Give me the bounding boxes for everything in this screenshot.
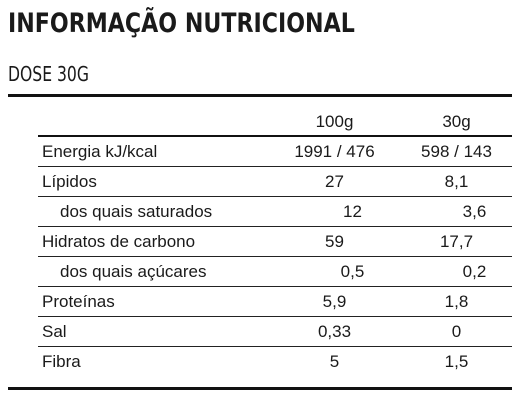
value-30g: 8,1 <box>444 171 469 191</box>
value-30g: 1,8 <box>444 291 469 311</box>
bottom-divider <box>8 387 512 390</box>
value-30g: 1,5 <box>444 352 469 371</box>
table-header-row: 100g 30g <box>38 108 512 137</box>
value-100g: 27 <box>325 171 344 191</box>
row-label: Sal <box>42 321 67 341</box>
row-label: Fibra <box>42 352 81 371</box>
value-30g: 3,6 <box>462 201 487 221</box>
value-100g: 1991 / 476 <box>294 141 375 161</box>
table-row-lipids: Lípidos 27 8,1 <box>38 167 512 197</box>
value-100g: 5 <box>329 352 340 371</box>
value-30g: 0 <box>451 321 462 341</box>
value-100g: 0,5 <box>340 261 365 281</box>
column-header-30g: 30g <box>442 111 471 131</box>
nutrition-table: 100g 30g Energia kJ/kcal 1991 / 476 598 … <box>38 108 512 377</box>
row-label: Proteínas <box>42 291 115 311</box>
row-label: Hidratos de carbono <box>42 231 196 251</box>
table-row-energy: Energia kJ/kcal 1991 / 476 598 / 143 <box>38 137 512 167</box>
row-label: Energia kJ/kcal <box>42 141 158 161</box>
table-row-salt: Sal 0,33 0 <box>38 317 512 347</box>
row-label: dos quais saturados <box>60 201 213 221</box>
table-row-carbohydrates: Hidratos de carbono 59 17,7 <box>38 227 512 257</box>
table-row-fiber: Fibra 5 1,5 <box>38 347 512 377</box>
value-30g: 598 / 143 <box>421 141 492 161</box>
value-30g: 17,7 <box>439 231 474 251</box>
column-header-100g: 100g <box>315 111 354 131</box>
value-100g: 5,9 <box>322 291 347 311</box>
row-label: dos quais açúcares <box>60 261 207 281</box>
top-divider <box>8 94 512 97</box>
table-row-proteins: Proteínas 5,9 1,8 <box>38 287 512 317</box>
page-title: INFORMAÇÃO NUTRICIONAL <box>8 8 355 39</box>
value-30g: 0,2 <box>462 261 487 281</box>
value-100g: 12 <box>343 201 362 221</box>
row-label: Lípidos <box>42 171 97 191</box>
serving-size: DOSE 30G <box>8 62 89 86</box>
table-row-sugars: dos quais açúcares 0,5 0,2 <box>38 257 512 287</box>
table-row-saturated: dos quais saturados 12 3,6 <box>38 197 512 227</box>
value-100g: 0,33 <box>317 321 352 341</box>
value-100g: 59 <box>325 231 344 251</box>
